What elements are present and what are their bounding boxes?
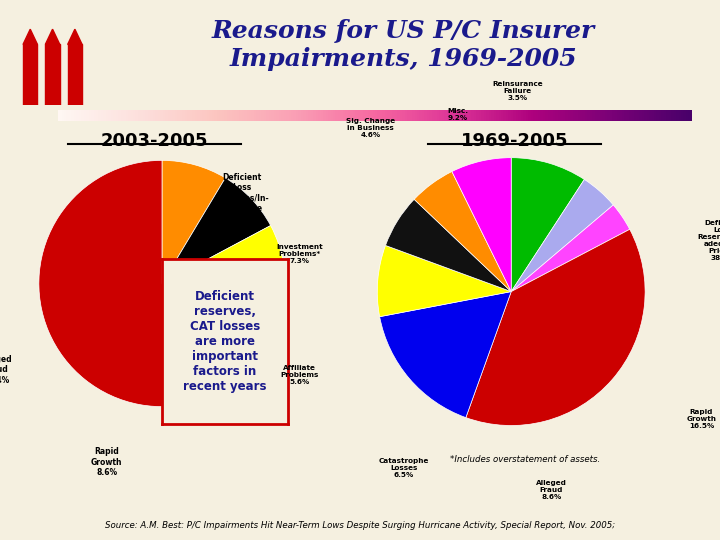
Wedge shape (511, 179, 613, 292)
Wedge shape (162, 178, 271, 284)
Polygon shape (45, 29, 60, 44)
Text: 1969-2005: 1969-2005 (461, 132, 569, 150)
Polygon shape (68, 29, 82, 44)
Text: Alleged
Fraud
8.6%: Alleged Fraud 8.6% (536, 480, 567, 500)
Text: Misc.
9.2%: Misc. 9.2% (447, 109, 468, 122)
Text: 2003-2005: 2003-2005 (101, 132, 209, 150)
Text: Sig. Change
in Business
4.6%: Sig. Change in Business 4.6% (346, 118, 395, 138)
Text: Investment
Problems*
7.3%: Investment Problems* 7.3% (276, 244, 323, 264)
Bar (23, 44, 37, 105)
Text: Catastrophe
Losses
6.5%: Catastrophe Losses 6.5% (379, 458, 429, 478)
Text: Deficient
reserves,
CAT losses
are more
important
factors in
recent years: Deficient reserves, CAT losses are more … (184, 290, 266, 393)
Wedge shape (511, 205, 630, 292)
Wedge shape (379, 292, 511, 417)
Wedge shape (452, 158, 511, 292)
Bar (45, 44, 60, 105)
Text: Deficient
Loss
Reserves/In-
adequate
Pricing
38.2%: Deficient Loss Reserves/In- adequate Pri… (698, 220, 720, 261)
Bar (68, 44, 82, 105)
Text: Alleged
Fraud
11.4%: Alleged Fraud 11.4% (0, 355, 12, 384)
Wedge shape (385, 199, 511, 292)
Text: Reasons for US P/C Insurer
Impairments, 1969-2005: Reasons for US P/C Insurer Impairments, … (212, 19, 595, 71)
Text: Rapid
Growth
16.5%: Rapid Growth 16.5% (686, 409, 716, 429)
Text: *Includes overstatement of assets.: *Includes overstatement of assets. (451, 455, 600, 464)
Wedge shape (414, 172, 511, 292)
Wedge shape (162, 284, 282, 369)
Text: Source: A.M. Best: P/C Impairments Hit Near-Term Lows Despite Surging Hurricane : Source: A.M. Best: P/C Impairments Hit N… (105, 521, 615, 530)
Polygon shape (23, 29, 37, 44)
Text: Deficient
Loss
Reserves/In-
adequate
Pricing
62.8%: Deficient Loss Reserves/In- adequate Pri… (215, 173, 269, 234)
Text: Reinsurance
Failure
3.5%: Reinsurance Failure 3.5% (492, 80, 543, 101)
Text: Rapid
Growth
8.6%: Rapid Growth 8.6% (91, 447, 122, 477)
Wedge shape (162, 226, 285, 311)
Text: Affiliate
Problems
5.6%: Affiliate Problems 5.6% (280, 364, 319, 384)
Wedge shape (162, 160, 225, 284)
Wedge shape (39, 160, 251, 407)
Wedge shape (511, 158, 585, 292)
Wedge shape (377, 246, 511, 316)
Wedge shape (466, 230, 645, 426)
